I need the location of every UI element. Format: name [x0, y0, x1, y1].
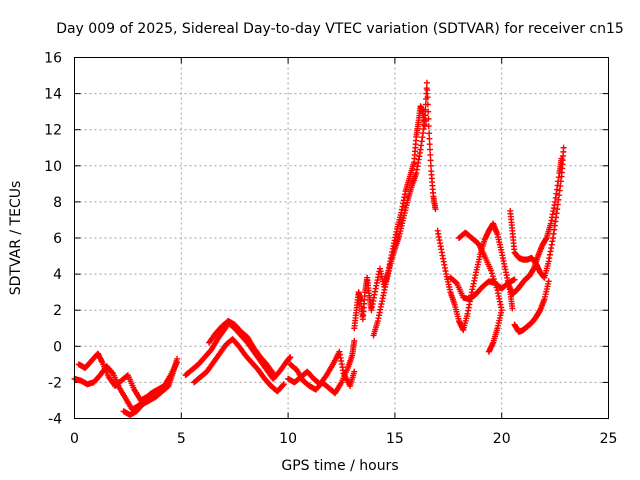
data-point	[423, 90, 430, 97]
x-tick-label: 15	[386, 431, 404, 447]
data-point	[279, 382, 286, 389]
series-track-13	[455, 229, 505, 355]
data-point	[488, 270, 495, 277]
data-point	[426, 135, 433, 142]
data-point	[426, 130, 433, 137]
x-axis-label: GPS time / hours	[281, 458, 398, 474]
y-tick-label: 16	[44, 51, 62, 67]
x-tick-label: 10	[279, 431, 297, 447]
data-point	[426, 146, 433, 153]
y-tick-label: 6	[53, 231, 62, 247]
series-track-10	[370, 79, 439, 339]
data-point	[560, 144, 567, 151]
data-point	[493, 284, 500, 291]
data-point	[174, 355, 181, 362]
y-tick-label: -2	[48, 375, 62, 391]
series-track-3	[120, 355, 181, 418]
data-point	[509, 305, 516, 312]
data-point	[269, 369, 276, 376]
series-track-15	[505, 155, 565, 297]
data-point	[426, 141, 433, 148]
series-track-16	[511, 278, 552, 335]
data-point	[492, 281, 499, 288]
y-tick-label: 0	[53, 339, 62, 355]
x-tick-label: 20	[493, 431, 511, 447]
data-point	[109, 369, 116, 376]
data-point	[423, 79, 430, 86]
data-point	[425, 115, 432, 122]
data-point	[425, 108, 432, 115]
data-point	[427, 151, 434, 158]
data-point	[351, 368, 358, 375]
series-track-6	[206, 318, 277, 377]
data-point	[421, 117, 428, 124]
y-axis-label: SDTVAR / TECUs	[8, 181, 24, 296]
tick-layer: 0 5 10 15 20 25 -4 -2 0 2 4 6 8 10 12 14 16	[44, 51, 617, 448]
y-tick-label: 14	[44, 87, 62, 103]
series-track-5	[191, 336, 287, 395]
data-point	[545, 278, 552, 285]
series-track-9	[351, 103, 428, 332]
series-track-11	[434, 220, 516, 334]
x-tick-label: 25	[600, 431, 618, 447]
y-tick-label: -4	[48, 412, 62, 428]
data-point	[425, 123, 432, 130]
data-point	[511, 276, 518, 283]
data-point	[422, 112, 429, 119]
data-point	[270, 370, 277, 377]
data-point	[488, 267, 495, 274]
data-point	[287, 354, 294, 361]
x-tick-label: 0	[70, 431, 79, 447]
data-point	[432, 206, 439, 213]
series-track-12	[447, 274, 518, 303]
data-point	[490, 275, 497, 282]
y-tick-label: 12	[44, 123, 62, 139]
series-track-14	[507, 144, 567, 281]
y-tick-label: 8	[53, 195, 62, 211]
series-track-8	[287, 337, 358, 397]
y-tick-label: 2	[53, 303, 62, 319]
data-point	[424, 94, 431, 101]
x-tick-label: 5	[177, 431, 186, 447]
data-point	[558, 155, 565, 162]
data-point	[491, 278, 498, 285]
series-track-2	[75, 350, 151, 404]
data-point	[485, 348, 492, 355]
y-tick-label: 10	[44, 159, 62, 175]
data-point	[424, 101, 431, 108]
plot-frame	[74, 57, 609, 419]
data-point	[427, 162, 434, 169]
data-layer	[71, 79, 567, 418]
data-point	[427, 157, 434, 164]
y-tick-label: 4	[53, 267, 62, 283]
data-point	[489, 273, 496, 280]
data-point	[424, 86, 431, 93]
data-point	[280, 381, 287, 388]
chart-title: Day 009 of 2025, Sidereal Day-to-day VTE…	[56, 21, 624, 37]
data-point	[351, 337, 358, 344]
